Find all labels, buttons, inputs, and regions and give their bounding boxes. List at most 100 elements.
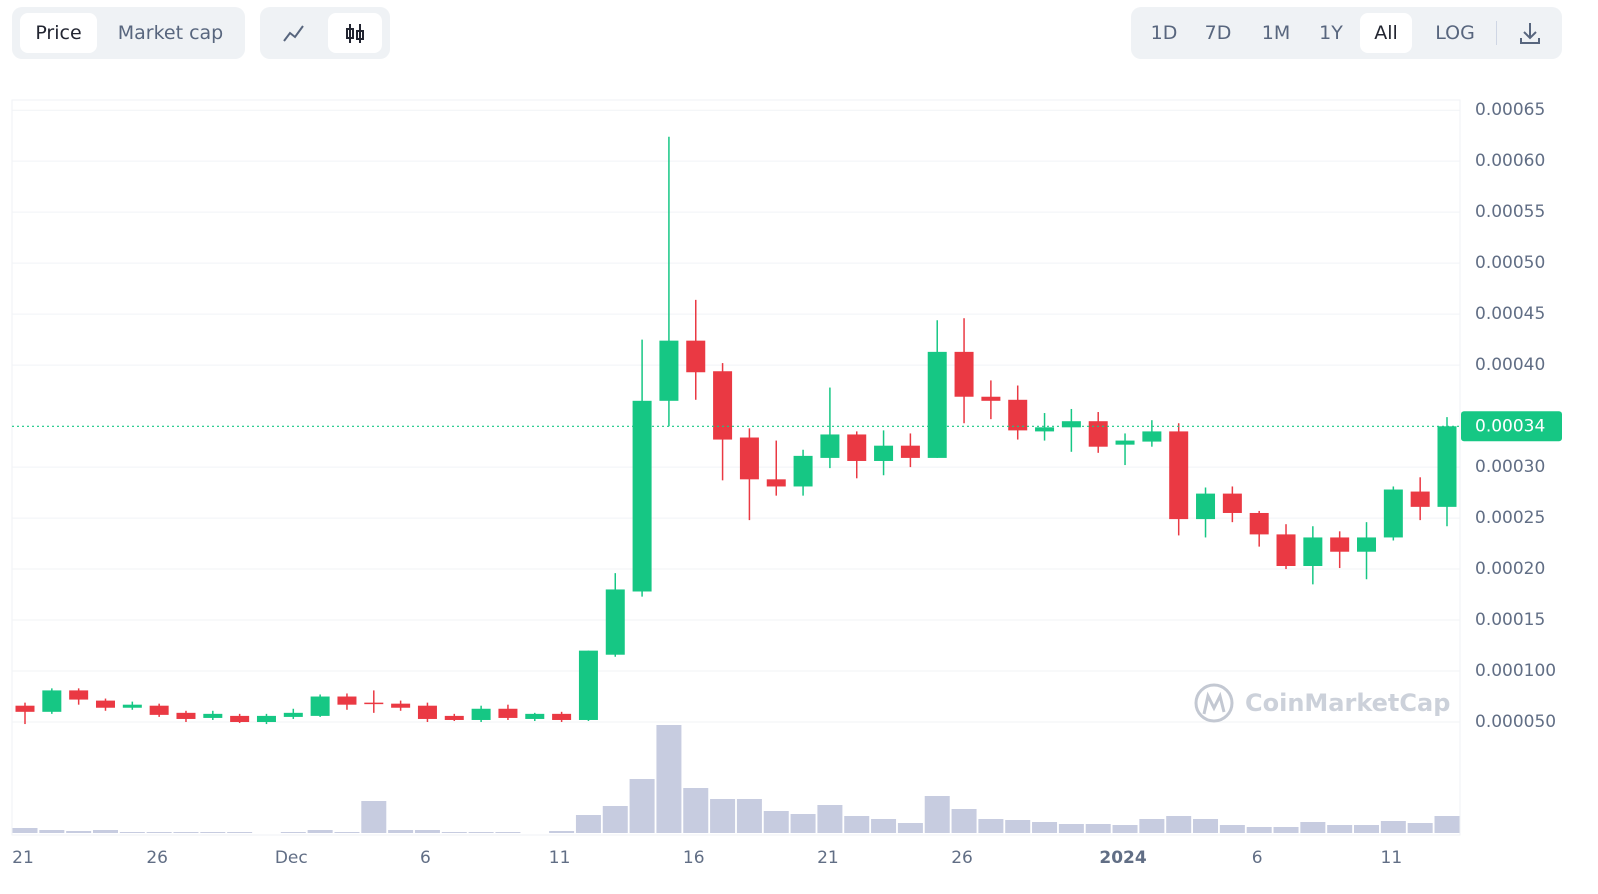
volume-bar [656,725,682,833]
volume-bar [12,828,38,833]
volume-bar [1434,816,1460,833]
candle-icon [346,24,364,43]
volume-bar [844,816,870,833]
y-tick-label: 0.000100 [1475,661,1556,681]
candle-body [1088,421,1108,447]
volume-bar [1354,825,1380,833]
range-button[interactable]: LOG [1435,22,1475,44]
volume-bar [1005,820,1031,833]
volume-bar [1032,822,1058,833]
watermark: CoinMarketCap [1245,689,1450,717]
candle-body [1249,512,1269,535]
volume-bar [361,801,387,833]
candle-body [820,434,840,458]
candle-body [15,705,35,712]
y-tick-label: 0.00050 [1475,253,1545,273]
candle-body [1222,493,1242,513]
candle-body [1142,431,1162,442]
volume-bar [1219,825,1245,833]
x-tick-label: 21 [12,848,34,868]
volume-bar [307,830,333,833]
candle-body [149,705,169,715]
candle-body [95,700,115,708]
volume-bar [468,832,494,833]
y-tick-label: 0.00040 [1475,355,1545,375]
volume-bar [978,819,1004,833]
candle-body [900,445,920,458]
mode-group: Price Market cap [12,7,245,59]
candle-body [954,351,974,397]
volume-bar [1193,819,1219,833]
candle-body [1410,491,1430,507]
candle-body [525,713,545,719]
plot-frame [11,99,1461,836]
download-icon [1520,23,1540,44]
y-tick-label: 0.00055 [1475,202,1545,222]
volume-bar [200,832,226,833]
volume-bar [575,815,601,833]
volume-bar [1058,824,1084,833]
volume-bar [1139,819,1165,833]
volume-bar [951,809,977,833]
x-tick-label: 11 [549,848,571,868]
candle-body [1303,537,1323,567]
candle-body [471,708,491,720]
x-tick-label: 16 [683,848,705,868]
volume-bar [388,830,414,833]
mode-button[interactable]: Price [20,13,97,53]
candle-chart-button[interactable] [328,13,382,53]
x-tick-label: 6 [1252,848,1263,868]
volume-bar [39,830,65,833]
range-button[interactable]: 7D [1204,22,1232,44]
range-button[interactable]: 1D [1150,22,1178,44]
candle-body [1383,489,1403,538]
mode-button[interactable]: Market cap [117,22,224,44]
range-button[interactable]: All [1360,13,1412,53]
y-tick-label: 0.00060 [1475,151,1545,171]
x-tick-label: 21 [817,848,839,868]
candle-body [1437,426,1457,507]
candle-body [713,371,733,440]
x-tick-label: 2024 [1099,848,1146,868]
volume-bar [710,799,736,833]
volume-bar [173,832,199,833]
volume-bar [414,830,440,833]
candle-body [739,437,759,480]
candle-body [498,708,518,718]
line-chart-button[interactable] [268,13,320,53]
range-button[interactable]: 1M [1261,22,1291,44]
x-tick-label: 11 [1381,848,1403,868]
candle-body [283,712,303,717]
range-button[interactable]: 1Y [1319,22,1343,44]
candle-body [230,715,250,723]
watermark-logo [1194,683,1234,723]
candle-body [203,713,223,718]
candle-body [793,455,813,487]
candle-body [337,696,357,705]
range-group: 1D 7D 1M 1Y All LOG [1131,7,1562,59]
volume-bar [66,831,92,833]
download-button[interactable] [1508,13,1552,53]
candle-body [69,690,89,700]
volume-bar [602,806,628,833]
candle-body [578,650,598,720]
volume-bar [119,832,145,833]
candle-body [176,712,196,719]
volume-bar [1246,827,1272,833]
volume-bar [1380,821,1406,833]
current-price-box [1461,411,1562,442]
x-tick-label: 6 [420,848,431,868]
volume-bar [1327,825,1353,833]
x-tick-label: 26 [146,848,168,868]
x-tick-label: 26 [951,848,973,868]
chart-type-group [260,7,390,59]
volume-bar [227,832,253,833]
candle-body [310,696,330,716]
volume-bar [1273,827,1299,833]
separator [1496,21,1497,45]
volume-bar [1166,816,1192,833]
candle-body [1169,431,1189,520]
candle-body [417,705,437,719]
candle-body [847,434,867,461]
line-icon [283,25,304,42]
